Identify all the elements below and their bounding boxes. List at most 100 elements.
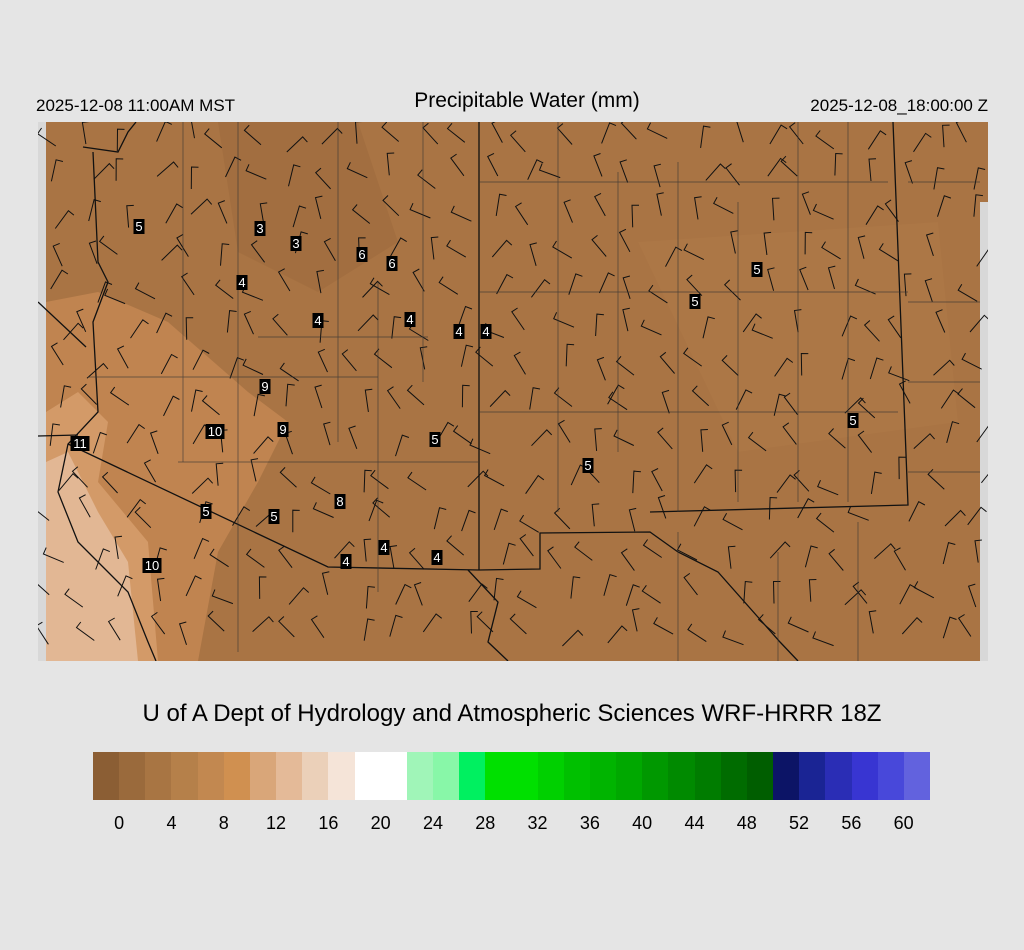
station-value: 4 bbox=[314, 313, 321, 328]
wind-barb bbox=[370, 469, 389, 490]
station-value: 9 bbox=[261, 379, 268, 394]
wind-barb bbox=[591, 503, 600, 527]
wind-barb bbox=[857, 397, 876, 419]
wind-barb bbox=[904, 160, 913, 184]
wind-barb bbox=[98, 235, 118, 255]
station-labels: 5 3 3 6 6 4 4 4 4 4 9 10 9 11 5 5 5 5 5 8 5 5 4 4 4 10 bbox=[70, 219, 859, 573]
wind-barb bbox=[117, 575, 133, 597]
colorbar-tick-label: 28 bbox=[475, 813, 496, 833]
wind-barb bbox=[160, 353, 178, 375]
wind-barb bbox=[225, 156, 242, 178]
wind-barb bbox=[493, 577, 504, 601]
colorbar-swatch bbox=[145, 752, 172, 800]
wind-barb bbox=[191, 477, 214, 494]
station-value: 4 bbox=[433, 550, 440, 565]
wind-barb bbox=[874, 543, 896, 559]
wind-barb bbox=[126, 423, 145, 444]
wind-barb bbox=[58, 472, 79, 491]
colorbar-swatch bbox=[537, 752, 564, 800]
wind-barb bbox=[942, 541, 956, 565]
wind-barb bbox=[834, 152, 843, 176]
station-value: 3 bbox=[256, 221, 263, 236]
wind-barb bbox=[101, 471, 118, 494]
wind-barb bbox=[735, 389, 753, 410]
wind-barb bbox=[395, 583, 412, 605]
wind-barb bbox=[334, 541, 355, 559]
wind-barb bbox=[857, 235, 866, 259]
wind-barb bbox=[346, 162, 368, 179]
wind-barb bbox=[598, 272, 615, 294]
wind-barb bbox=[288, 587, 310, 605]
wind-barb bbox=[844, 589, 867, 606]
wind-barb bbox=[531, 278, 551, 298]
wind-barb bbox=[211, 589, 234, 605]
wind-barb bbox=[348, 425, 358, 449]
wind-barb bbox=[314, 384, 323, 409]
wind-barb bbox=[682, 347, 702, 367]
wind-barb bbox=[191, 389, 203, 412]
wind-barb bbox=[925, 232, 934, 257]
wind-barb bbox=[767, 157, 787, 177]
wind-barb bbox=[804, 231, 813, 255]
wind-barb bbox=[620, 548, 635, 571]
wind-barb bbox=[245, 164, 267, 180]
wind-barb bbox=[38, 575, 50, 596]
nm-tx-border bbox=[649, 122, 909, 513]
wind-barb bbox=[470, 611, 478, 634]
colorbar-swatch bbox=[877, 752, 904, 800]
wind-barb bbox=[88, 240, 98, 264]
colorbar-tick-label: 44 bbox=[684, 813, 705, 833]
colorbar-swatch bbox=[851, 752, 878, 800]
wind-barb bbox=[657, 427, 673, 450]
wind-barb bbox=[700, 429, 708, 452]
station-label-box bbox=[205, 424, 225, 439]
station-value: 4 bbox=[406, 312, 413, 327]
wind-barb bbox=[317, 348, 328, 373]
wind-barb bbox=[286, 136, 308, 153]
precipitable-water-map: 5 3 3 6 6 4 4 4 4 4 9 10 9 11 5 5 5 5 5 8 5 5 4 4 4 10 bbox=[38, 122, 988, 661]
wind-barb bbox=[78, 494, 91, 518]
colorbar-swatch bbox=[119, 752, 146, 800]
wind-barbs bbox=[38, 122, 988, 647]
wind-barb bbox=[687, 623, 707, 643]
station-label-box bbox=[404, 312, 416, 327]
wind-barb bbox=[913, 132, 932, 153]
station-value: 10 bbox=[208, 424, 222, 439]
wind-barb bbox=[893, 547, 906, 571]
wind-barb bbox=[109, 386, 130, 406]
wind-barb bbox=[903, 273, 912, 297]
colorbar-swatch bbox=[433, 752, 460, 800]
wind-barb bbox=[693, 506, 711, 527]
colorbar-swatch bbox=[642, 752, 669, 800]
station-value: 3 bbox=[292, 236, 299, 251]
wind-barb bbox=[165, 203, 183, 224]
wind-barb bbox=[722, 630, 744, 646]
wind-barb bbox=[363, 618, 375, 641]
wind-barb bbox=[702, 316, 715, 339]
wind-barb bbox=[341, 349, 357, 372]
colorbar-swatch bbox=[746, 752, 774, 800]
wind-barb bbox=[278, 616, 295, 638]
wind-barb bbox=[828, 428, 846, 449]
wind-barb bbox=[700, 125, 711, 148]
colorbar bbox=[93, 752, 930, 800]
wind-barb bbox=[250, 240, 266, 263]
wind-barb bbox=[209, 548, 229, 568]
wind-barb bbox=[126, 498, 147, 518]
valid-time: 2025-12-08_18:00:00 Z bbox=[810, 96, 988, 115]
local-time: 2025-12-08 11:00AM MST bbox=[36, 96, 236, 115]
wind-barb bbox=[509, 130, 526, 153]
wind-barb bbox=[417, 169, 436, 189]
colorbar-tick-label: 56 bbox=[841, 813, 862, 833]
wind-barb bbox=[730, 230, 738, 254]
wind-barb bbox=[847, 505, 869, 521]
colorbar-swatch bbox=[276, 752, 303, 800]
colorbar-swatch bbox=[406, 752, 434, 800]
wind-barb bbox=[461, 384, 470, 408]
wind-barb bbox=[808, 579, 817, 602]
wind-barb bbox=[942, 124, 950, 148]
wind-barb bbox=[705, 163, 726, 181]
wind-barb bbox=[368, 499, 384, 522]
border bbox=[82, 122, 137, 153]
wind-barb bbox=[713, 196, 734, 214]
